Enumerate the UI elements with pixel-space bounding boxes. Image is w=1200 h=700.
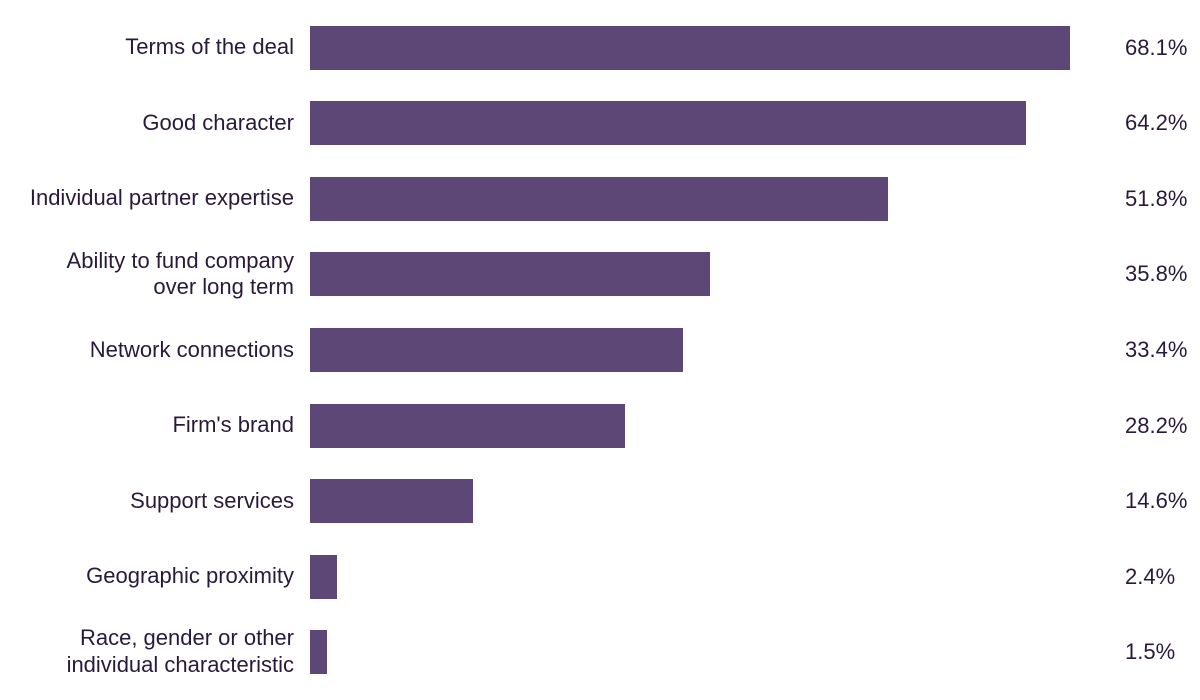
bar-value: 1.5% [1105, 639, 1200, 665]
bar-track: 1.5% [310, 620, 1180, 684]
bar-value: 28.2% [1105, 413, 1200, 439]
bar-row: Terms of the deal 68.1% [20, 16, 1180, 80]
bar-label: Terms of the deal [20, 34, 310, 61]
bar-row: Geographic proximity 2.4% [20, 545, 1180, 609]
bar-fill [310, 252, 710, 296]
bar-value: 33.4% [1105, 337, 1200, 363]
bar-label: Geographic proximity [20, 563, 310, 590]
bar-track: 14.6% [310, 469, 1180, 533]
bar-fill [310, 177, 888, 221]
bar-fill [310, 26, 1070, 70]
bar-label: Good character [20, 110, 310, 137]
bar-row: Network connections 33.4% [20, 318, 1180, 382]
bar-row: Good character 64.2% [20, 91, 1180, 155]
bar-track: 68.1% [310, 16, 1180, 80]
bar-row: Ability to fund company over long term 3… [20, 242, 1180, 306]
bar-value: 51.8% [1105, 186, 1200, 212]
bar-label: Ability to fund company over long term [20, 248, 310, 302]
bar-label: Race, gender or other individual charact… [20, 625, 310, 679]
bar-label: Support services [20, 488, 310, 515]
bar-fill [310, 404, 625, 448]
bar-fill [310, 101, 1026, 145]
bar-value: 14.6% [1105, 488, 1200, 514]
bar-value: 68.1% [1105, 35, 1200, 61]
bar-track: 35.8% [310, 242, 1180, 306]
bar-row: Individual partner expertise 51.8% [20, 167, 1180, 231]
bar-track: 28.2% [310, 394, 1180, 458]
bar-track: 51.8% [310, 167, 1180, 231]
bar-fill [310, 555, 337, 599]
bar-row: Firm's brand 28.2% [20, 394, 1180, 458]
bar-fill [310, 630, 327, 674]
bar-fill [310, 479, 473, 523]
bar-track: 33.4% [310, 318, 1180, 382]
bar-fill [310, 328, 683, 372]
bar-value: 2.4% [1105, 564, 1200, 590]
bar-label: Individual partner expertise [20, 185, 310, 212]
bar-track: 2.4% [310, 545, 1180, 609]
bar-row: Support services 14.6% [20, 469, 1180, 533]
bar-label: Firm's brand [20, 412, 310, 439]
bar-value: 35.8% [1105, 261, 1200, 287]
bar-row: Race, gender or other individual charact… [20, 620, 1180, 684]
bar-track: 64.2% [310, 91, 1180, 155]
bar-value: 64.2% [1105, 110, 1200, 136]
bar-label: Network connections [20, 337, 310, 364]
horizontal-bar-chart: Terms of the deal 68.1% Good character 6… [20, 10, 1180, 690]
